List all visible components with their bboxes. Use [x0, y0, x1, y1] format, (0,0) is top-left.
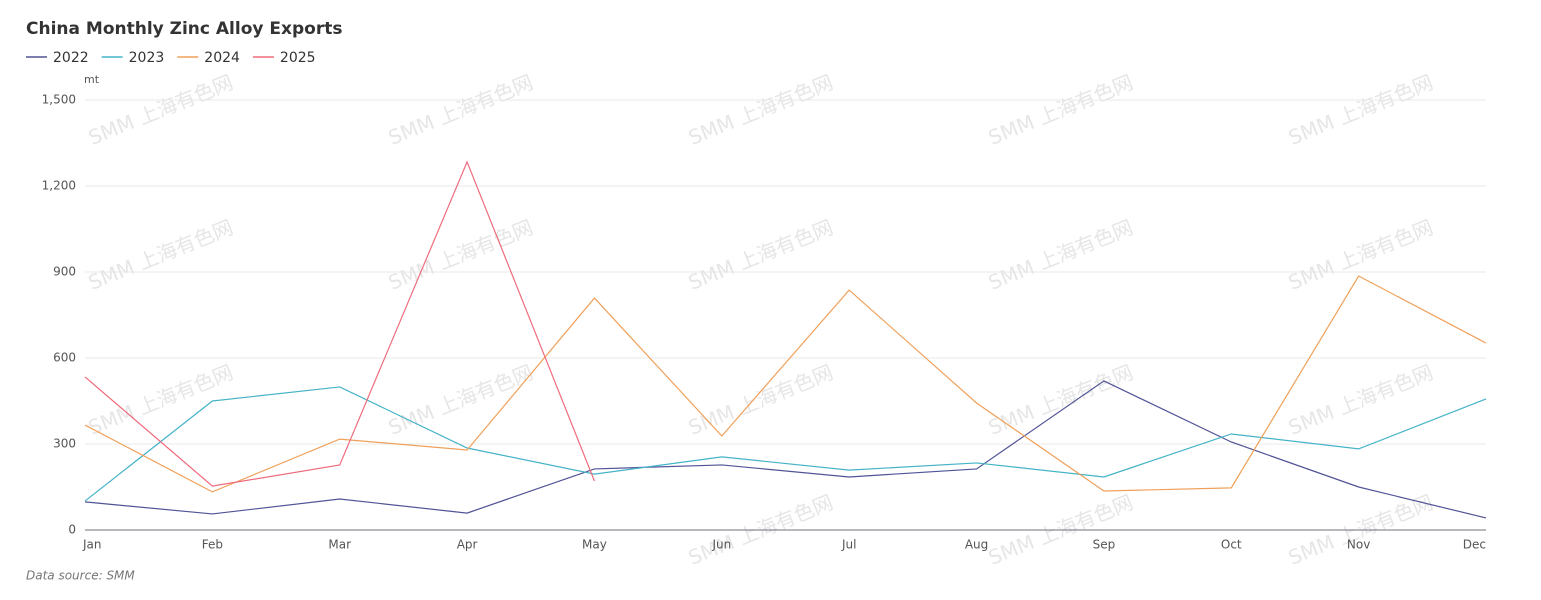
watermark: SMM 上海有色网: [85, 360, 236, 440]
x-tick-label: Jun: [711, 538, 731, 552]
watermark: SMM 上海有色网: [985, 70, 1136, 150]
x-tick-label: Jul: [841, 538, 856, 552]
x-tick-label: Jan: [82, 538, 102, 552]
y-tick-label: 600: [53, 351, 76, 365]
legend-label: 2025: [280, 50, 316, 66]
legend-label: 2024: [204, 50, 240, 66]
x-tick-label: Apr: [457, 538, 478, 552]
watermark: SMM 上海有色网: [685, 70, 836, 150]
x-tick-label: Oct: [1221, 538, 1242, 552]
x-tick-label: Feb: [202, 538, 223, 552]
x-tick-label: Sep: [1093, 538, 1116, 552]
watermark: SMM 上海有色网: [385, 215, 536, 295]
watermark: SMM 上海有色网: [685, 360, 836, 440]
watermark: SMM 上海有色网: [385, 70, 536, 150]
x-tick-label: Dec: [1463, 538, 1486, 552]
y-tick-label: 1,200: [42, 179, 76, 193]
legend-label: 2022: [53, 50, 89, 66]
x-tick-label: Mar: [328, 538, 351, 552]
chart-title: China Monthly Zinc Alloy Exports: [26, 19, 342, 39]
y-tick-label: 1,500: [42, 93, 76, 107]
watermark: SMM 上海有色网: [985, 360, 1136, 440]
legend-label: 2023: [129, 50, 165, 66]
series-line: [84, 386, 1487, 502]
series-line: [84, 380, 1487, 519]
watermark: SMM 上海有色网: [85, 70, 236, 150]
watermarks: SMM 上海有色网 SMM 上海有色网 SMM 上海有色网 SMM 上海有色网 SMM …: [85, 70, 1436, 570]
x-tick-label: May: [582, 538, 607, 552]
x-tick-label: Aug: [965, 538, 988, 552]
y-unit: mt: [84, 73, 100, 86]
watermark: SMM 上海有色网: [1285, 215, 1436, 295]
watermark: SMM 上海有色网: [985, 215, 1136, 295]
watermark: SMM 上海有色网: [85, 215, 236, 295]
watermark: SMM 上海有色网: [385, 360, 536, 440]
y-tick-label: 0: [68, 523, 76, 537]
y-tick-label: 300: [53, 437, 76, 451]
series-line: [84, 160, 596, 487]
series-line: [84, 275, 1487, 493]
watermark: SMM 上海有色网: [685, 215, 836, 295]
x-tick-label: Nov: [1347, 538, 1370, 552]
y-tick-label: 900: [53, 265, 76, 279]
source: Data source: SMM: [26, 569, 135, 583]
watermark: SMM 上海有色网: [1285, 70, 1436, 150]
